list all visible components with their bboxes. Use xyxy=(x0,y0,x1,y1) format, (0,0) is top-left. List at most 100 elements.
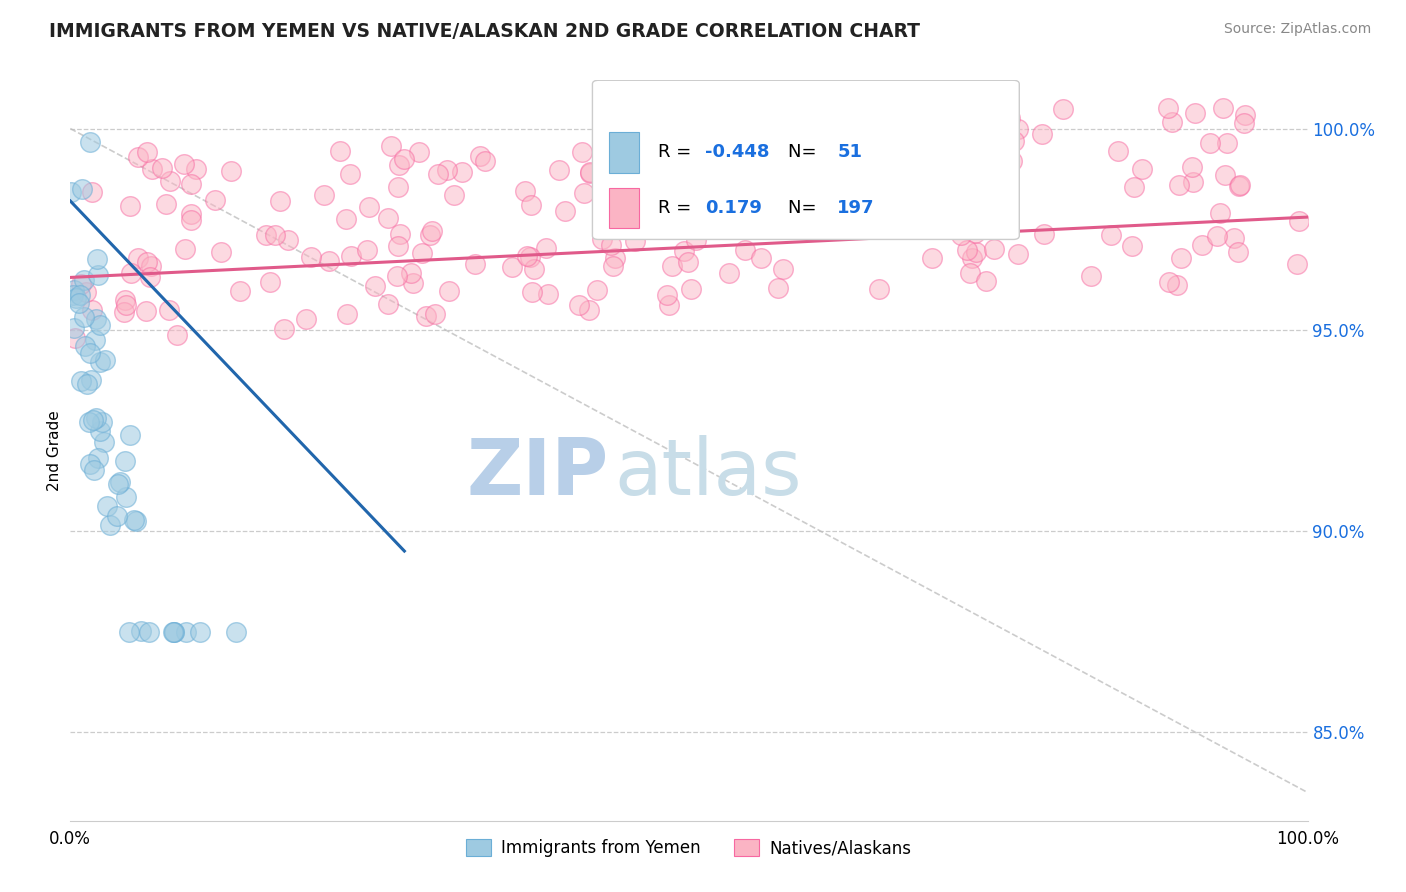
Point xyxy=(387,180,409,194)
Point xyxy=(734,243,756,257)
Point xyxy=(960,251,983,265)
Point xyxy=(1227,244,1250,259)
Point xyxy=(389,227,412,242)
Point xyxy=(388,158,411,172)
Point xyxy=(401,266,423,280)
Point xyxy=(450,165,472,179)
Point xyxy=(658,178,681,193)
Point xyxy=(763,150,786,164)
Point xyxy=(77,415,100,429)
Point xyxy=(380,138,402,153)
Point xyxy=(869,111,891,125)
Point xyxy=(112,305,135,319)
Point xyxy=(872,191,894,205)
Point xyxy=(436,162,458,177)
Point xyxy=(229,284,252,298)
Point xyxy=(127,150,149,164)
Point xyxy=(1233,116,1256,130)
Point xyxy=(277,233,299,247)
Point xyxy=(93,435,115,450)
Point xyxy=(79,346,101,360)
Point xyxy=(340,250,363,264)
Point xyxy=(225,624,247,639)
Point xyxy=(204,193,226,207)
Point xyxy=(209,245,232,260)
Point xyxy=(869,214,891,228)
Point xyxy=(80,185,103,199)
Point xyxy=(1160,115,1182,129)
Point xyxy=(950,227,973,242)
Point xyxy=(70,182,93,196)
Point xyxy=(856,181,879,195)
Point xyxy=(139,259,162,273)
Point xyxy=(693,209,716,223)
Point xyxy=(443,188,465,202)
Point xyxy=(1212,102,1234,116)
Point xyxy=(65,291,87,305)
Point xyxy=(402,276,425,290)
Point xyxy=(89,355,111,369)
Point xyxy=(1205,228,1227,243)
Point xyxy=(150,161,173,176)
Point xyxy=(115,490,138,504)
Point xyxy=(108,475,131,489)
Text: Source: ZipAtlas.com: Source: ZipAtlas.com xyxy=(1223,22,1371,37)
Point xyxy=(173,242,195,256)
Point xyxy=(136,255,159,269)
Point xyxy=(76,377,98,392)
Point xyxy=(356,243,378,257)
Point xyxy=(75,285,97,300)
Point xyxy=(547,162,569,177)
Point xyxy=(664,173,686,187)
Point xyxy=(377,211,399,225)
Point xyxy=(155,197,177,211)
Point xyxy=(114,298,136,312)
Point xyxy=(1181,175,1204,189)
Point xyxy=(263,228,285,243)
Point xyxy=(998,112,1021,126)
Point xyxy=(602,259,624,273)
Point xyxy=(269,194,291,208)
Point xyxy=(118,199,141,213)
Point xyxy=(114,293,136,307)
Point xyxy=(318,253,340,268)
Point xyxy=(254,227,277,242)
Point xyxy=(166,327,188,342)
Point xyxy=(522,285,544,299)
Point xyxy=(516,249,538,263)
Bar xyxy=(609,132,640,173)
Point xyxy=(162,624,184,639)
Point xyxy=(312,187,335,202)
Point xyxy=(624,234,647,248)
Bar xyxy=(609,187,640,228)
Point xyxy=(474,154,496,169)
Point xyxy=(515,184,537,198)
Point xyxy=(657,288,679,302)
Point xyxy=(122,513,145,527)
Point xyxy=(659,153,682,167)
Point xyxy=(420,223,443,237)
Point xyxy=(800,136,823,150)
Point xyxy=(1181,160,1204,174)
Point xyxy=(180,212,202,227)
Point xyxy=(876,195,898,210)
Point xyxy=(1216,136,1239,150)
Point xyxy=(118,624,141,639)
Point xyxy=(364,278,387,293)
Point xyxy=(1223,230,1246,244)
Point xyxy=(62,283,84,297)
Point xyxy=(70,277,93,292)
Point xyxy=(468,149,491,163)
Point xyxy=(716,162,738,177)
Point xyxy=(415,310,437,324)
Point xyxy=(1170,251,1192,265)
Point xyxy=(174,624,197,639)
Point xyxy=(419,227,441,242)
Point xyxy=(1001,153,1024,168)
Text: -0.448: -0.448 xyxy=(704,144,769,161)
Point xyxy=(723,141,745,155)
Point xyxy=(80,303,103,318)
Point xyxy=(571,145,593,160)
Point xyxy=(959,266,981,280)
Point xyxy=(73,339,96,353)
